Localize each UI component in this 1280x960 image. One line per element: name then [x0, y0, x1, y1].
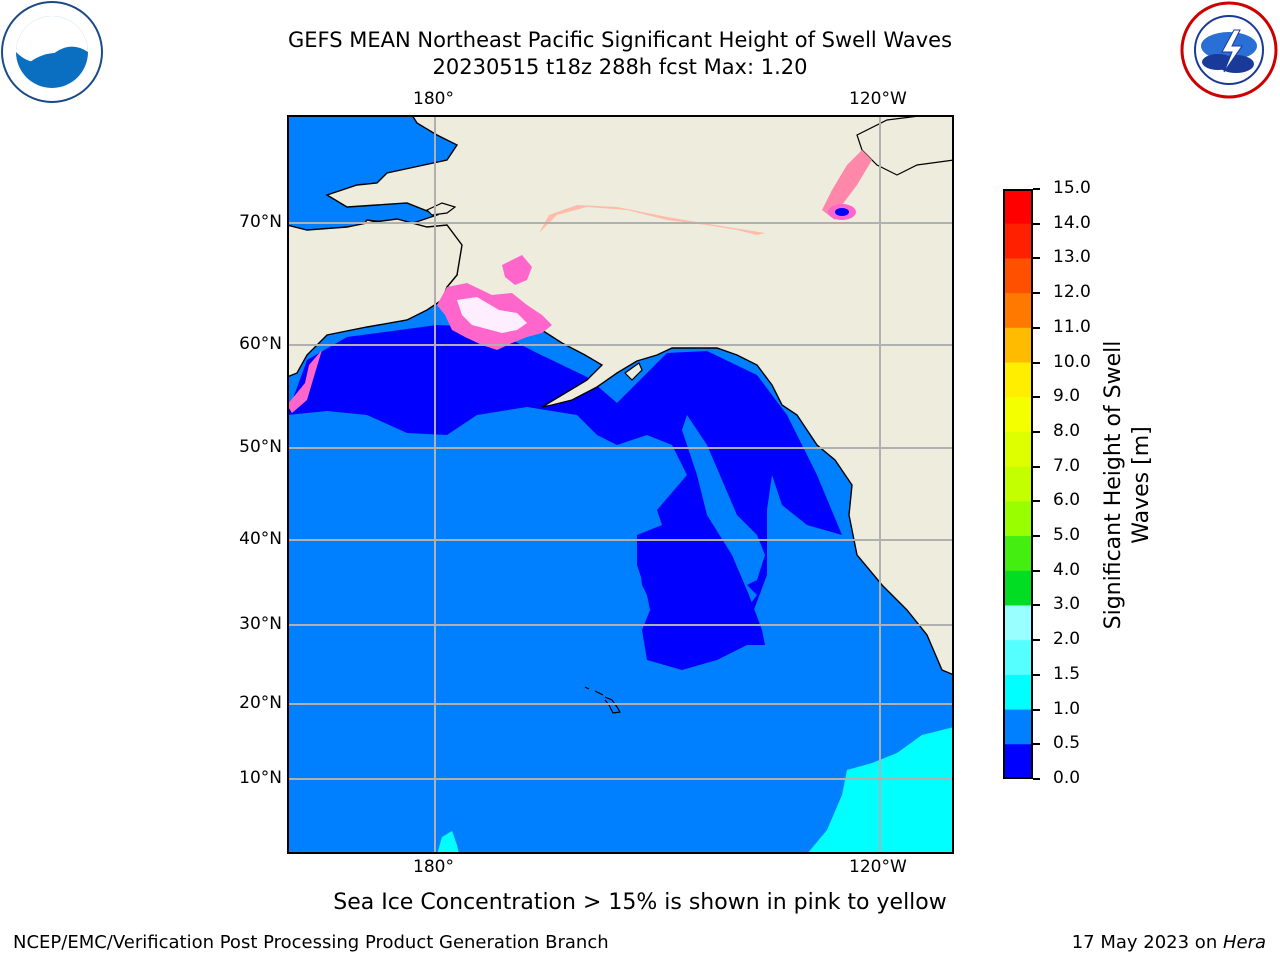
nws-logo [1178, 0, 1280, 100]
colorbar-tick-mark [1033, 222, 1040, 225]
colorbar-swatch [1003, 258, 1033, 294]
colorbar-tick-label: 13.0 [1053, 247, 1091, 268]
colorbar-tick-label: 14.0 [1053, 212, 1091, 233]
colorbar-tick-label: 3.0 [1053, 594, 1081, 615]
x-tick-bottom-180: 180° [413, 857, 454, 877]
colorbar-tick-mark [1033, 743, 1040, 746]
colorbar-tick-mark [1033, 604, 1040, 607]
colorbar-swatch [1003, 709, 1033, 745]
y-tick-40n: 40°N [239, 529, 282, 549]
y-tick-20n: 20°N [239, 693, 282, 713]
colorbar-tick-label: 0.0 [1053, 768, 1081, 788]
noaa-logo-text: NOAA [33, 22, 72, 37]
y-tick-50n: 50°N [239, 437, 282, 457]
colorbar-swatch [1003, 570, 1033, 606]
colorbar-swatch [1003, 744, 1033, 780]
colorbar-frame [1003, 189, 1033, 779]
sea-ice-arctic-bay-core [835, 208, 849, 216]
colorbar-swatch [1003, 536, 1033, 572]
colorbar-swatch [1003, 327, 1033, 364]
sea-ice-west-edge [287, 350, 322, 413]
swell-zone-mid-2 [437, 831, 459, 854]
land-kodiak [624, 362, 643, 381]
colorbar-tick-label: 0.5 [1053, 733, 1081, 754]
colorbar-swatch [1003, 293, 1033, 329]
map-frame [287, 115, 954, 854]
x-tick-bottom-120w: 120°W [849, 857, 907, 877]
colorbar-tick-mark [1033, 535, 1040, 538]
footer-date: 17 May 2023 on Hera [1072, 932, 1266, 953]
map-panel [287, 115, 954, 854]
colorbar-tick-mark [1033, 465, 1040, 468]
colorbar-swatch [1003, 362, 1033, 398]
colorbar-swatch [1003, 501, 1033, 537]
colorbar-tick-mark [1033, 708, 1040, 711]
colorbar-tick-mark [1033, 292, 1040, 295]
colorbar-swatch [1003, 640, 1033, 676]
colorbar-tick-label: 11.0 [1053, 316, 1091, 337]
colorbar-swatch [1003, 431, 1033, 468]
chart-title: GEFS MEAN Northeast Pacific Significant … [287, 28, 953, 52]
colorbar-tick-label: 2.0 [1053, 629, 1081, 650]
colorbar-swatch [1003, 466, 1033, 502]
colorbar-tick-mark [1033, 569, 1040, 572]
colorbar [1003, 189, 1033, 780]
colorbar-tick-mark [1033, 361, 1040, 364]
land-north-america [325, 115, 954, 676]
colorbar-tick-label: 5.0 [1053, 525, 1081, 546]
colorbar-swatch [1003, 397, 1033, 433]
colorbar-swatch [1003, 605, 1033, 641]
noaa-logo: NOAA [0, 0, 104, 104]
colorbar-tick-label: 15.0 [1053, 178, 1091, 198]
colorbar-tick-label: 6.0 [1053, 490, 1081, 511]
colorbar-swatches [1003, 189, 1033, 780]
sea-ice-beaufort [822, 150, 872, 220]
colorbar-label-line2: Waves [m] [1129, 426, 1154, 544]
y-tick-30n: 30°N [239, 614, 282, 634]
swell-height-map [287, 115, 954, 854]
colorbar-tick-label: 12.0 [1053, 282, 1091, 303]
x-tick-top-120w: 120°W [849, 89, 907, 109]
colorbar-tick-mark [1033, 500, 1040, 503]
colorbar-swatch [1003, 674, 1033, 711]
colorbar-tick-mark [1033, 188, 1040, 190]
colorbar-tick-label: 1.0 [1053, 698, 1081, 719]
colorbar-tick-label: 9.0 [1053, 386, 1081, 407]
colorbar-label: Significant Height of Swell Waves [m] [1100, 341, 1156, 630]
colorbar-tick-mark [1033, 257, 1040, 260]
gridlines [287, 115, 954, 854]
footer-host: Hera [1222, 932, 1266, 953]
colorbar-tick-mark [1033, 326, 1040, 329]
y-tick-10n: 10°N [239, 768, 282, 788]
colorbar-tick-mark [1033, 778, 1040, 780]
colorbar-tick-mark [1033, 673, 1040, 676]
footer-date-text: 17 May 2023 on [1071, 932, 1223, 953]
sea-ice-bering [437, 255, 552, 350]
colorbar-tick-label: 10.0 [1053, 351, 1091, 372]
colorbar-tick-label: 8.0 [1053, 420, 1081, 441]
colorbar-tick-mark [1033, 396, 1040, 399]
y-tick-70n: 70°N [239, 212, 282, 232]
colorbar-swatch [1003, 223, 1033, 259]
colorbar-tick-mark [1033, 430, 1040, 433]
colorbar-tick-mark [1033, 639, 1040, 642]
colorbar-tick-label: 1.5 [1053, 663, 1081, 684]
colorbar-tick-label: 7.0 [1053, 455, 1081, 476]
y-tick-60n: 60°N [239, 334, 282, 354]
colorbar-swatch [1003, 189, 1033, 225]
swell-zone-low-2 [637, 515, 727, 635]
colorbar-label-line1: Significant Height of Swell [1101, 340, 1126, 630]
x-tick-top-180: 180° [413, 89, 454, 109]
footer-credit: NCEP/EMC/Verification Post Processing Pr… [13, 932, 609, 953]
sea-ice-note: Sea Ice Concentration > 15% is shown in … [333, 890, 947, 915]
chart-subtitle: 20230515 t18z 288h fcst Max: 1.20 [432, 55, 808, 79]
colorbar-tick-label: 4.0 [1053, 559, 1081, 580]
